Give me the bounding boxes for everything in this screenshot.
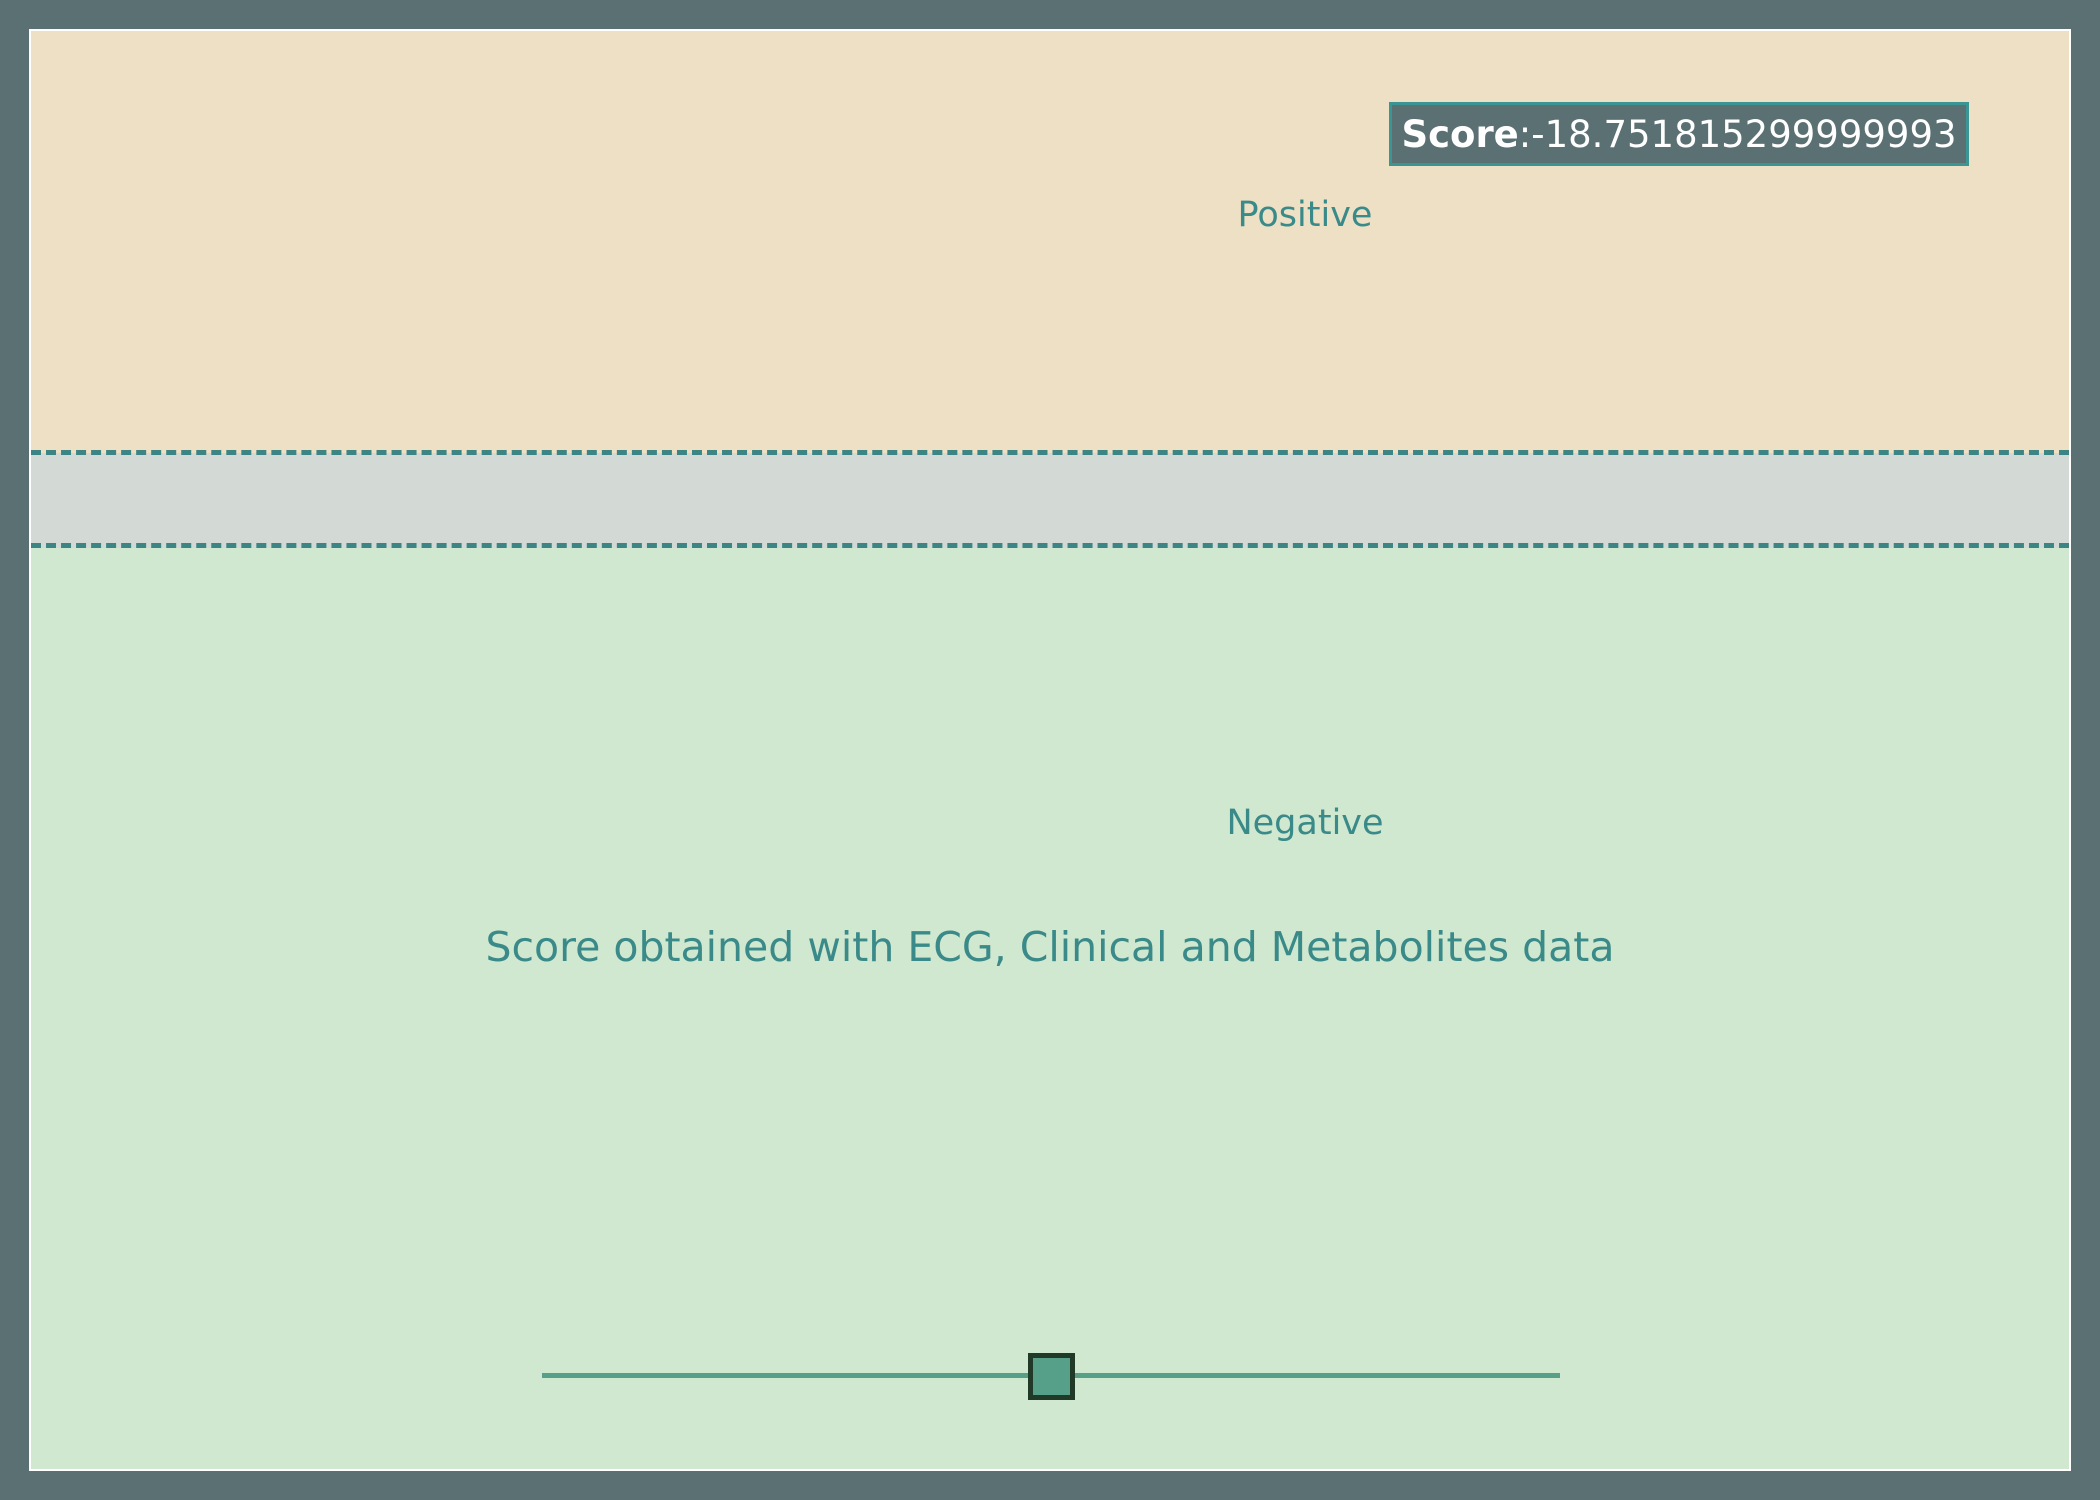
chart-title: Score obtained with ECG, Clinical and Me…	[485, 923, 1615, 971]
positive-region	[31, 31, 2069, 453]
plot-area: Positive Negative Score obtained with EC…	[31, 31, 2069, 1469]
lower-threshold-line	[31, 543, 2069, 548]
threshold-band	[31, 453, 2069, 548]
negative-label: Negative	[1226, 803, 1384, 843]
score-label: Score	[1401, 112, 1519, 156]
upper-threshold-line	[31, 450, 2069, 455]
score-separator: :	[1518, 112, 1532, 156]
score-box: Score: -18.751815299999993	[1389, 102, 1969, 166]
negative-region	[31, 548, 2069, 1469]
positive-label: Positive	[1237, 195, 1373, 235]
slider-handle[interactable]	[1027, 1353, 1075, 1400]
chart-frame: Positive Negative Score obtained with EC…	[29, 29, 2071, 1471]
score-value: -18.751815299999993	[1531, 112, 1957, 156]
